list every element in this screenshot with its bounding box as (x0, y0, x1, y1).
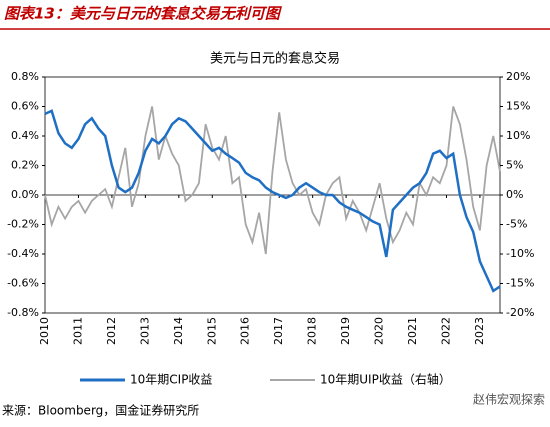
y2-tick-label: -5% (506, 218, 527, 231)
y-tick-label: -0.2% (7, 218, 39, 231)
y2-tick-label: 20% (506, 70, 530, 83)
y-tick-label: 0.4% (11, 129, 39, 142)
x-tick-label: 2021 (406, 317, 419, 345)
y-tick-label: 0.0% (11, 188, 39, 201)
x-tick-label: 2011 (71, 317, 84, 345)
x-tick-label: 2014 (172, 317, 185, 345)
y-tick-label: 0.6% (11, 100, 39, 113)
series-line (44, 109, 501, 293)
x-tick-label: 2012 (105, 317, 118, 345)
page-title: 图表13：美元与日元的套息交易无利可图 (4, 5, 283, 23)
x-tick-label: 2015 (205, 317, 218, 345)
chart-title: 美元与日元的套息交易 (210, 51, 340, 67)
x-tick-label: 2010 (38, 317, 51, 345)
y-tick-label: 0.2% (11, 159, 39, 172)
x-tick-label: 2017 (272, 317, 285, 345)
y-tick-label: 0.8% (11, 70, 39, 83)
x-tick-label: 2016 (239, 317, 252, 345)
y-tick-label: -0.4% (7, 247, 39, 260)
y2-tick-label: -10% (506, 247, 534, 260)
y2-tick-label: -20% (506, 306, 534, 319)
x-tick-label: 2019 (339, 317, 352, 345)
y2-tick-label: 0% (506, 188, 523, 201)
y2-tick-label: -15% (506, 277, 534, 290)
source: 来源：Bloomberg，国金证券研究所 (2, 403, 199, 418)
y-tick-label: -0.6% (7, 277, 39, 290)
y2-tick-label: 10% (506, 129, 530, 142)
y2-tick-label: 15% (506, 100, 530, 113)
legend-label: 10年期CIP收益 (130, 373, 212, 387)
y2-tick-label: 5% (506, 159, 523, 172)
x-tick-label: 2023 (473, 317, 486, 345)
x-tick-label: 2020 (373, 317, 386, 345)
series-line (44, 106, 501, 255)
x-tick-label: 2018 (306, 317, 319, 345)
y-tick-label: -0.8% (7, 306, 39, 319)
x-tick-label: 2022 (439, 317, 452, 345)
watermark: 赵伟宏观探索 (473, 392, 545, 407)
legend-label: 10年期UIP收益（右轴） (320, 372, 451, 387)
x-tick-label: 2013 (138, 317, 151, 345)
